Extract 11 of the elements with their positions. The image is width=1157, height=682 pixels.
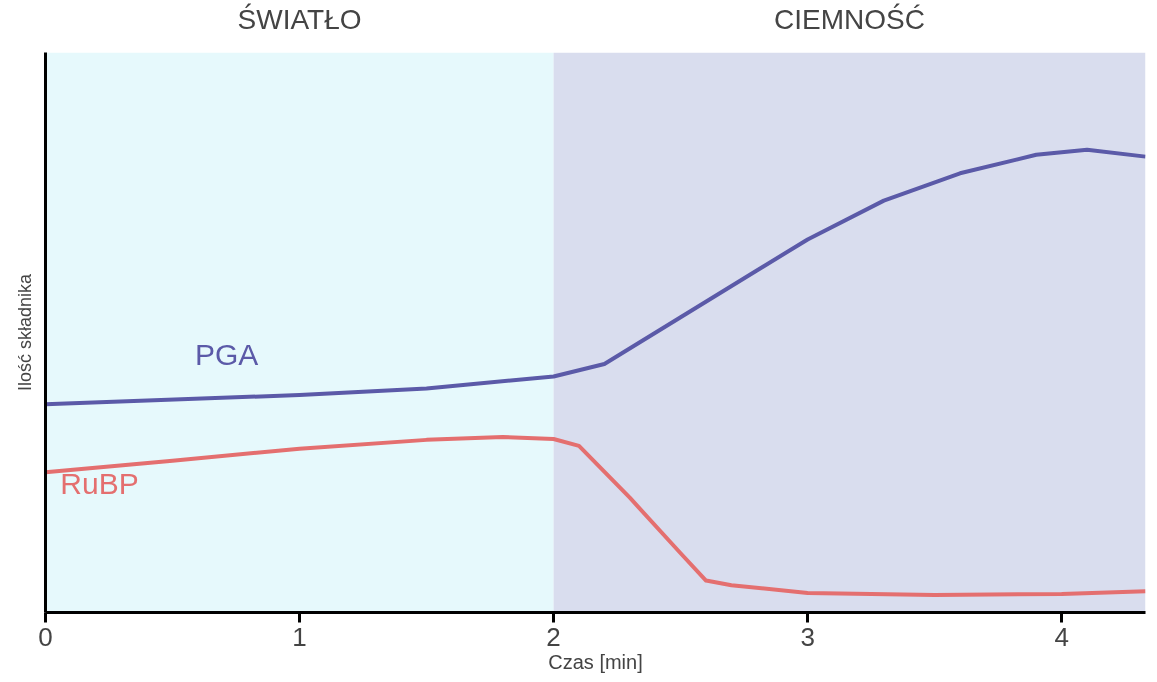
series-label: PGA	[194, 337, 259, 371]
x-tick-label: 1	[292, 621, 307, 652]
x-tick-label: 2	[546, 621, 561, 652]
band-label: CIEMNOŚĆ	[774, 2, 925, 35]
y-axis-title: Ilość składnika	[14, 272, 35, 392]
series-label: RuBP	[60, 466, 139, 500]
x-tick-label: 0	[38, 621, 53, 652]
x-tick-label: 4	[1054, 621, 1069, 652]
x-tick-label: 3	[800, 621, 815, 652]
band-label: ŚWIATŁO	[237, 2, 362, 35]
x-axis-title: Czas [min]	[548, 650, 643, 673]
